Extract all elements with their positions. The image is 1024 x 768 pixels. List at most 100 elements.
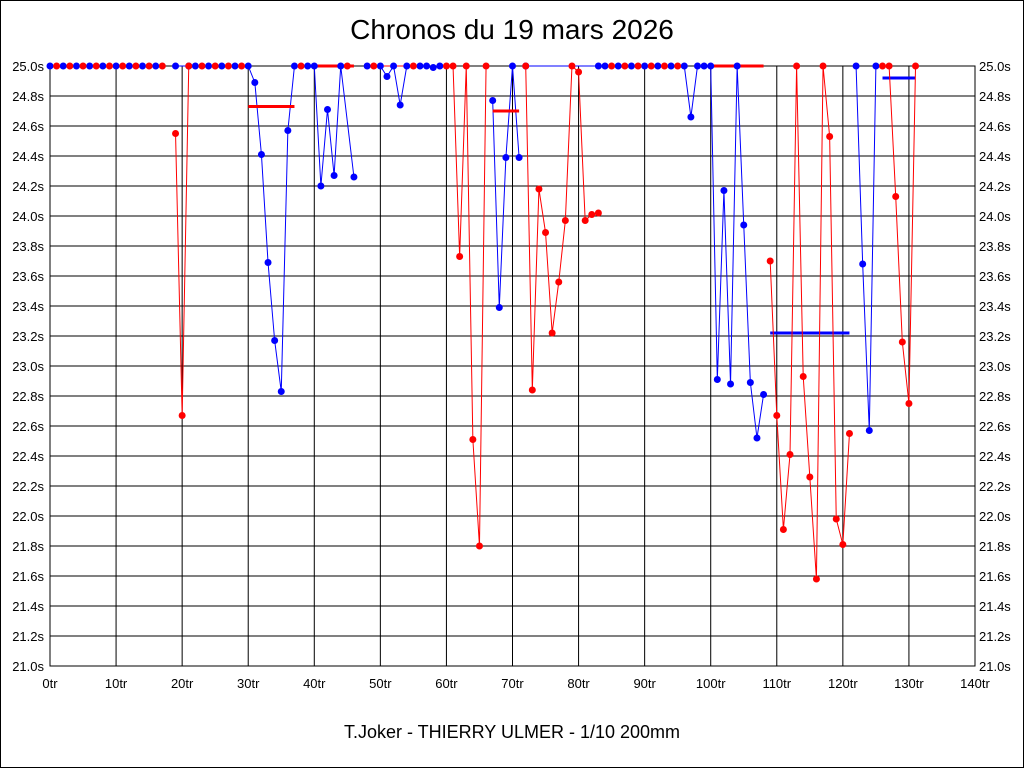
y-tick-label-right: 22.4s	[979, 449, 1011, 464]
y-tick-label-right: 21.6s	[979, 569, 1011, 584]
blue-data-point	[489, 97, 497, 104]
red-data-point	[793, 62, 801, 70]
y-tick-label-right: 25.0s	[979, 59, 1011, 74]
red-data-point	[634, 62, 642, 70]
blue-data-point	[700, 62, 708, 70]
blue-data-point	[191, 62, 199, 70]
y-tick-label-left: 22.4s	[12, 449, 44, 464]
blue-series-line	[492, 65, 520, 308]
red-data-point	[522, 62, 530, 70]
blue-data-point	[383, 73, 391, 80]
blue-data-point	[872, 62, 880, 70]
red-data-point	[568, 62, 576, 70]
blue-series-line	[367, 64, 440, 106]
blue-data-point	[244, 62, 252, 70]
y-tick-label-left: 21.6s	[12, 569, 44, 584]
y-tick-label-left: 21.8s	[12, 539, 44, 554]
y-tick-label-right: 22.0s	[979, 509, 1011, 524]
red-data-point	[482, 62, 490, 70]
y-tick-label-left: 21.0s	[12, 659, 44, 674]
red-data-point	[145, 62, 153, 70]
red-data-point	[79, 62, 87, 70]
red-data-point	[885, 62, 893, 70]
y-tick-label-right: 21.4s	[979, 599, 1011, 614]
blue-data-point	[707, 62, 715, 70]
red-data-point	[608, 62, 616, 70]
y-tick-label-left: 24.6s	[12, 119, 44, 134]
blue-data-point	[627, 62, 635, 70]
blue-data-point	[515, 154, 523, 161]
blue-data-point	[509, 62, 516, 70]
y-tick-label-right: 21.2s	[979, 629, 1011, 644]
y-tick-label-right: 23.6s	[979, 269, 1011, 284]
red-data-point	[575, 68, 583, 76]
y-tick-label-right: 21.0s	[979, 659, 1011, 674]
y-tick-label-left: 21.2s	[12, 629, 44, 644]
red-data-point	[806, 473, 814, 481]
blue-data-point	[403, 62, 411, 70]
red-data-point	[409, 62, 417, 70]
red-data-point	[449, 62, 457, 70]
red-data-point	[786, 451, 794, 458]
x-tick-label: 80tr	[567, 676, 590, 691]
red-data-point	[845, 430, 853, 437]
red-data-point	[779, 526, 787, 533]
y-tick-label-right: 24.6s	[979, 119, 1011, 134]
red-data-point	[158, 62, 166, 70]
red-data-point	[799, 373, 807, 380]
red-data-point	[832, 515, 840, 523]
y-tick-label-right: 22.6s	[979, 419, 1011, 434]
red-data-point	[879, 62, 886, 70]
red-data-point	[898, 338, 906, 346]
blue-data-point	[218, 62, 226, 70]
blue-data-point	[350, 173, 358, 181]
x-tick-label: 60tr	[435, 676, 458, 691]
red-data-point	[826, 133, 834, 140]
y-tick-label-left: 22.0s	[12, 509, 44, 524]
red-data-point	[172, 130, 180, 137]
y-tick-label-left: 21.4s	[12, 599, 44, 614]
red-data-point	[621, 62, 629, 70]
blue-data-point	[172, 62, 180, 70]
y-tick-label-left: 25.0s	[12, 59, 44, 74]
blue-data-point	[257, 151, 265, 158]
y-tick-label-right: 23.4s	[979, 299, 1011, 314]
blue-data-point	[502, 154, 510, 161]
blue-data-point	[277, 388, 285, 395]
blue-data-point	[330, 172, 338, 179]
blue-data-point	[654, 62, 662, 70]
red-data-point	[132, 62, 140, 70]
red-data-point	[198, 62, 206, 70]
x-tick-label: 120tr	[828, 676, 858, 691]
blue-data-point	[125, 62, 133, 70]
blue-data-point	[416, 62, 424, 70]
red-data-point	[178, 412, 186, 419]
blue-data-point	[859, 260, 867, 268]
red-data-point	[462, 62, 470, 70]
blue-data-point	[429, 64, 437, 71]
y-tick-label-left: 24.4s	[12, 149, 44, 164]
blue-data-point	[139, 62, 146, 70]
blue-data-point	[112, 62, 120, 70]
red-data-point	[542, 229, 550, 236]
red-data-point	[53, 62, 61, 70]
red-data-point	[469, 436, 477, 443]
blue-data-point	[687, 113, 695, 121]
blue-data-point	[852, 62, 860, 70]
blue-data-point	[641, 62, 649, 70]
blue-data-point	[284, 127, 292, 134]
blue-data-point	[694, 62, 701, 70]
red-data-point	[594, 209, 602, 217]
blue-data-point	[713, 376, 721, 383]
red-data-point	[812, 575, 820, 583]
blue-data-point	[720, 187, 728, 194]
red-data-point	[773, 412, 781, 419]
y-tick-label-right: 22.8s	[979, 389, 1011, 404]
red-data-point	[839, 541, 847, 548]
y-tick-label-left: 22.6s	[12, 419, 44, 434]
y-tick-label-right: 23.8s	[979, 239, 1011, 254]
y-tick-label-left: 23.4s	[12, 299, 44, 314]
red-data-point	[475, 542, 483, 550]
blue-data-point	[152, 62, 160, 70]
